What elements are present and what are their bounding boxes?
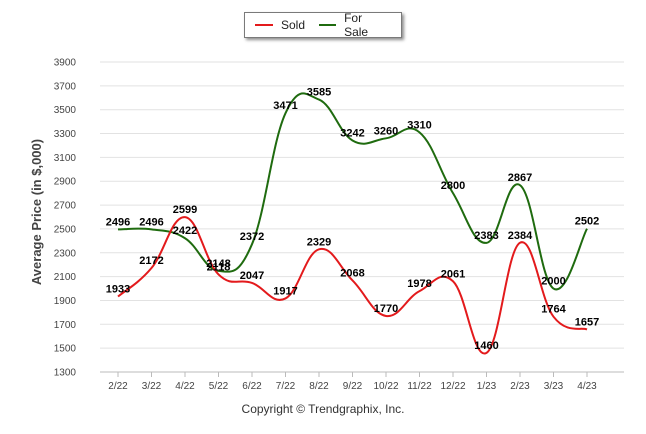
x-tick-label: 2/23 [510,381,530,392]
x-tick-label: 3/22 [142,381,162,392]
y-tick-label: 2700 [54,201,77,212]
x-tick-label: 7/22 [276,381,296,392]
data-label-sold: 1978 [407,278,431,290]
legend-item-for-sale[interactable]: For Sale [319,11,387,39]
legend-swatch-sold [255,24,273,26]
data-label-sold: 2329 [307,236,331,248]
data-label-sold: 2061 [441,268,465,280]
data-label-for-sale: 2148 [206,258,230,270]
copyright-text: Copyright © Trendgraphix, Inc. [241,402,405,416]
data-label-for-sale: 2496 [106,216,130,228]
y-tick-label: 3500 [54,105,77,116]
data-label-for-sale: 2502 [575,216,599,228]
x-tick-label: 1/23 [477,381,497,392]
data-label-for-sale: 2496 [139,216,163,228]
data-label-sold: 1770 [374,303,398,315]
data-label-for-sale: 2383 [474,230,498,242]
series-lines [117,92,588,355]
x-tick-label: 3/23 [544,381,564,392]
y-tick-label: 3300 [54,129,77,140]
legend-swatch-for-sale [319,24,337,26]
x-tick-label: 10/22 [373,381,398,392]
y-tick-label: 2500 [54,224,77,235]
data-label-sold: 1917 [273,285,297,297]
x-tick-label: 6/22 [242,381,262,392]
y-tick-label: 1500 [54,344,77,355]
data-label-for-sale: 3585 [307,87,331,99]
data-label-sold: 1764 [541,304,566,316]
series-line-for-sale [117,92,588,291]
x-tick-label: 8/22 [309,381,329,392]
y-tick-label: 1300 [54,368,77,379]
data-label-for-sale: 3310 [407,119,431,131]
x-axis-ticks: 2/22 3/22 4/22 5/22 6/22 7/22 8/22 9/22 10/22 11/… [108,372,597,392]
y-tick-label: 2100 [54,272,77,283]
data-label-sold: 2047 [240,270,264,282]
data-label-for-sale: 2422 [173,225,197,237]
series-line-sold [117,216,588,355]
legend-label-for-sale: For Sale [344,11,369,39]
data-label-sold: 1657 [575,316,599,328]
y-tick-label: 3100 [54,153,77,164]
legend-label-sold: Sold [281,18,306,32]
data-label-for-sale: 2867 [508,172,532,184]
y-axis-title: Average Price (in $,000) [29,139,44,285]
data-label-for-sale: 3260 [374,125,398,137]
data-label-sold: 2172 [139,255,163,267]
x-tick-label: 4/22 [175,381,195,392]
data-label-for-sale: 2000 [541,276,565,288]
y-axis-ticks: 1300 1500 1700 1900 2100 2300 2500 2700 2900 3100… [54,58,77,379]
x-tick-label: 5/22 [209,381,229,392]
y-tick-label: 1900 [54,296,77,307]
legend-item-sold[interactable]: Sold [255,18,305,32]
grid [100,61,624,373]
data-label-for-sale: 2800 [441,180,465,192]
data-label-for-sale: 2372 [240,231,264,243]
data-label-sold: 2068 [340,267,364,279]
data-label-sold: 2599 [173,204,197,216]
y-tick-label: 2900 [54,177,77,188]
x-tick-label: 2/22 [108,381,128,392]
y-tick-label: 3900 [54,58,77,69]
y-tick-label: 1700 [54,320,77,331]
data-label-for-sale: 3242 [340,127,364,139]
x-tick-label: 12/22 [440,381,465,392]
data-label-sold: 2384 [508,230,533,242]
data-labels: 1933 2172 2599 2118 2047 1917 2329 2068 1770 1978… [106,87,599,352]
y-tick-label: 3700 [54,81,77,92]
data-label-sold: 1933 [106,284,130,296]
data-label-sold: 1460 [474,340,498,352]
x-tick-label: 9/22 [343,381,363,392]
y-tick-label: 2300 [54,248,77,259]
data-label-sold: 2118 [207,261,231,273]
data-label-for-sale: 3471 [273,100,297,112]
x-tick-label: 4/23 [577,381,597,392]
legend: Sold For Sale [244,11,402,39]
x-tick-label: 11/22 [407,381,432,392]
